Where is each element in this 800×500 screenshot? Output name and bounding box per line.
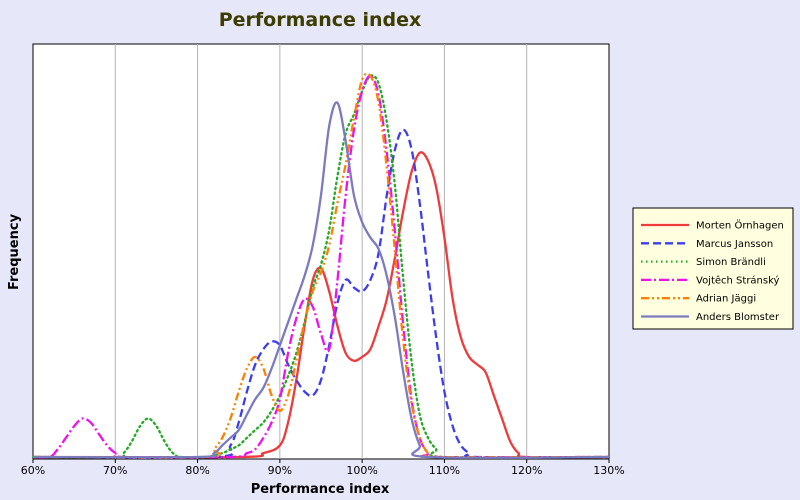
chart-title: Performance index [219, 9, 422, 31]
x-axis-title: Performance index [251, 482, 390, 497]
legend-label: Vojtêch Stránský [696, 274, 780, 286]
series-line-adrian-jaggi [32, 72, 610, 459]
legend-label: Morten Örnhagen [696, 219, 784, 232]
y-axis-title: Frequency [7, 213, 22, 290]
series-line-morten-ornhagen [32, 151, 610, 459]
series-line-anders-blomster [32, 101, 610, 459]
x-tick-label: 120% [511, 464, 542, 477]
plot-area [32, 43, 610, 460]
series-group [31, 72, 611, 459]
legend-box [632, 207, 794, 330]
legend-label: Simon Brändli [696, 257, 766, 268]
x-tick-label: 130% [593, 464, 624, 477]
legend: Morten Örnhagen Marcus Jansson Simon Bränd… [632, 207, 794, 330]
legend-label: Adrian Jäggi [696, 294, 756, 305]
x-tick-label: 110% [429, 464, 460, 477]
x-tick-label: 80% [185, 464, 209, 477]
series-line-simon-brandli [31, 74, 611, 459]
x-tick-label: 100% [346, 464, 377, 477]
x-tick-group: 60% 70% 80% 90% 100% 110% 120% 130% [21, 459, 625, 477]
series-line-marcus-jansson [32, 128, 610, 459]
x-tick-label: 90% [268, 464, 292, 477]
x-tick-label: 60% [21, 464, 45, 477]
legend-label: Anders Blomster [696, 312, 780, 323]
grid [114, 44, 528, 459]
x-tick-label: 70% [103, 464, 127, 477]
series-line-vojtech-stransky [32, 74, 610, 459]
legend-label: Marcus Jansson [696, 239, 773, 250]
